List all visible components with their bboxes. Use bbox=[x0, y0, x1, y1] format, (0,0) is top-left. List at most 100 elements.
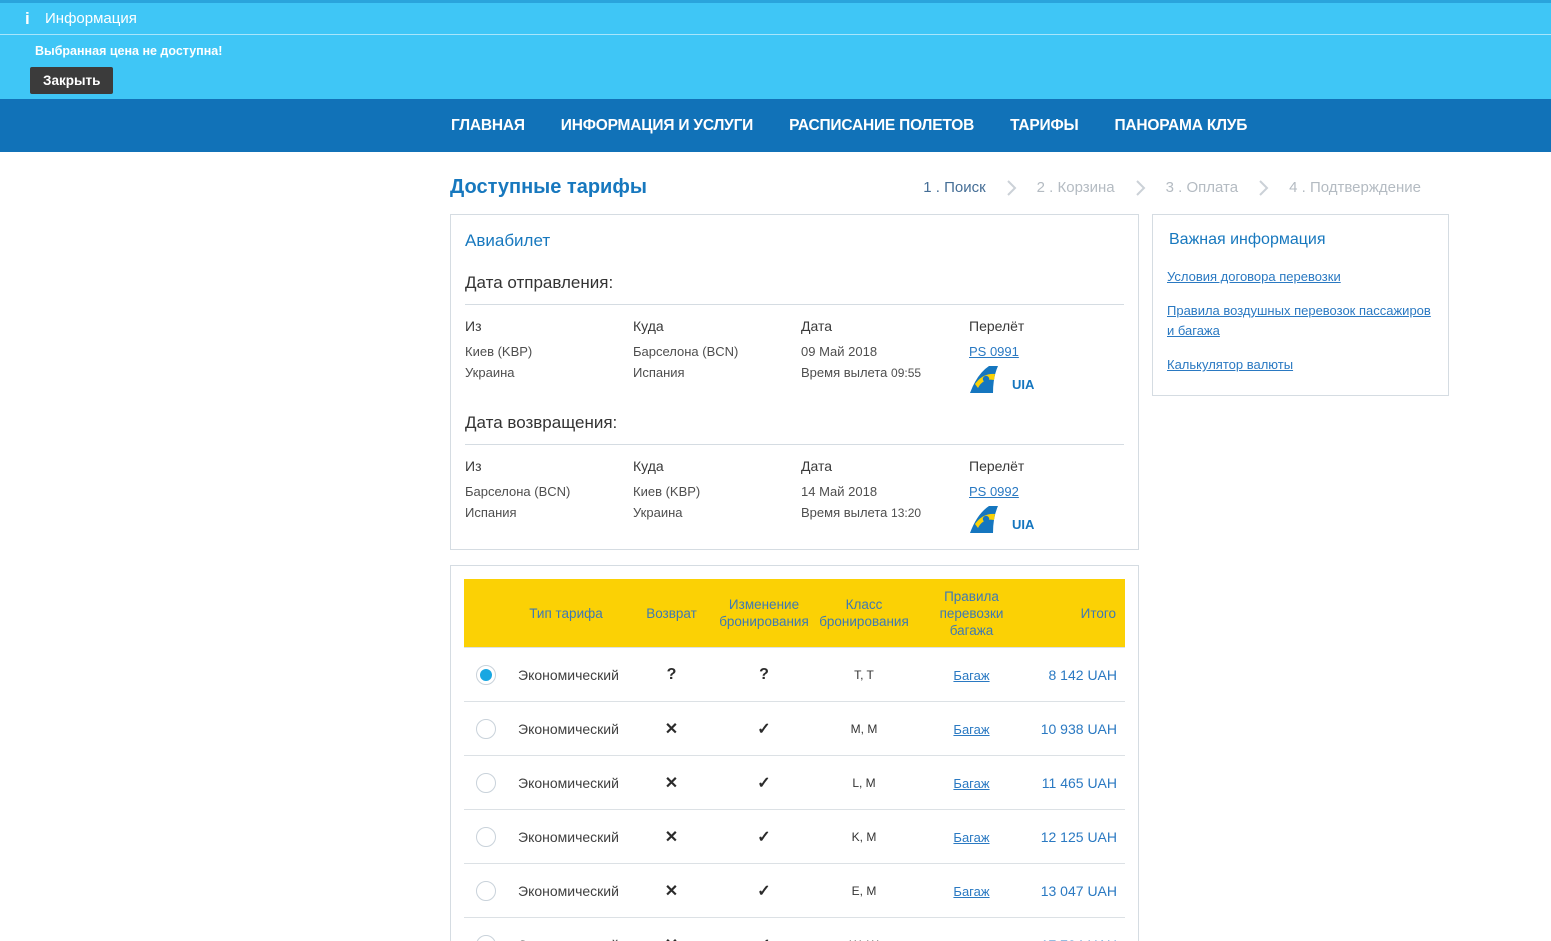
return-date: 14 Май 2018 bbox=[801, 484, 878, 499]
booking-class: K, M bbox=[851, 829, 877, 844]
fare-row[interactable]: Экономический ✕ ✓ W, W Багаж 17 794 UAH bbox=[464, 917, 1125, 941]
fare-row[interactable]: Экономический ✕ ✓ E, M Багаж 13 047 UAH bbox=[464, 863, 1125, 917]
fare-row[interactable]: Экономический ✕ ✓ K, M Багаж 12 125 UAH bbox=[464, 809, 1125, 863]
from-city: Киев (KBP) bbox=[465, 344, 533, 359]
nav-item-schedule[interactable]: РАСПИСАНИЕ ПОЛЕТОВ bbox=[789, 116, 975, 134]
fares-card: Тип тарифа Возврат Изменение бронировани… bbox=[450, 565, 1139, 941]
fare-currency: UAH bbox=[1087, 937, 1117, 941]
booking-class: L, M bbox=[852, 775, 876, 790]
main-nav: ГЛАВНАЯ ИНФОРМАЦИЯ И УСЛУГИ РАСПИСАНИЕ П… bbox=[0, 99, 1551, 152]
from-label: Из bbox=[465, 318, 482, 334]
fare-type: Экономический bbox=[518, 774, 619, 791]
refund-status-icon: ✕ bbox=[624, 935, 719, 941]
departure-date: 09 Май 2018 bbox=[801, 344, 878, 359]
fare-price: 12 125 bbox=[1040, 828, 1084, 845]
important-info-card: Важная информация Условия договора перев… bbox=[1152, 214, 1449, 396]
chevron-right-icon bbox=[1006, 179, 1017, 196]
svg-text:UIA: UIA bbox=[1012, 517, 1035, 532]
page-title: Доступные тарифы bbox=[450, 176, 647, 198]
uia-tailfin-icon bbox=[970, 366, 998, 393]
departure-leg: Из Киев (KBP) Украина Куда Барселона (BC… bbox=[465, 318, 1124, 393]
sidebar-title: Важная информация bbox=[1169, 231, 1326, 248]
baggage-link[interactable]: Багаж bbox=[953, 938, 989, 941]
svg-text:UIA: UIA bbox=[1012, 377, 1035, 392]
to-city: Барселона (BCN) bbox=[633, 344, 739, 359]
fare-radio[interactable] bbox=[476, 826, 496, 847]
fare-type: Экономический bbox=[518, 828, 619, 845]
to-country: Испания bbox=[633, 365, 685, 380]
to-city: Киев (KBP) bbox=[633, 484, 701, 499]
refund-status-icon: ✕ bbox=[664, 720, 679, 738]
step-payment[interactable]: 3 . Оплата bbox=[1165, 179, 1239, 196]
nav-item-home[interactable]: ГЛАВНАЯ bbox=[451, 116, 525, 134]
col-refund: Возврат bbox=[646, 605, 697, 621]
nav-item-fares[interactable]: ТАРИФЫ bbox=[1010, 116, 1079, 134]
date-label: Дата bbox=[801, 458, 833, 474]
baggage-link[interactable]: Багаж bbox=[953, 829, 990, 845]
uia-tailfin-icon bbox=[970, 506, 998, 533]
return-time: 13:20 bbox=[891, 506, 922, 520]
chevron-right-icon bbox=[1259, 179, 1269, 196]
close-button[interactable]: Закрыть bbox=[30, 67, 114, 94]
baggage-link[interactable]: Багаж bbox=[953, 775, 990, 791]
info-icon: i bbox=[25, 8, 30, 28]
departure-time: 09:55 bbox=[891, 366, 922, 380]
return-section-title: Дата возвращения: bbox=[465, 413, 1124, 445]
uia-wordmark: UIA bbox=[1012, 517, 1035, 532]
baggage-link[interactable]: Багаж bbox=[953, 883, 990, 899]
breadcrumb: 1 . Поиск 2 . Корзина 3 . Оплата 4 . Под… bbox=[923, 179, 1421, 197]
nav-item-panorama-club[interactable]: ПАНОРАМА КЛУБ bbox=[1114, 116, 1248, 134]
contract-terms-link[interactable]: Условия договора перевозки bbox=[1167, 269, 1341, 284]
refund-status-icon: ✕ bbox=[664, 774, 679, 792]
fare-currency: UAH bbox=[1087, 882, 1117, 899]
step-confirmation[interactable]: 4 . Подтверждение bbox=[1289, 179, 1421, 196]
to-label: Куда bbox=[633, 318, 664, 334]
flight-number-link[interactable]: PS 0991 bbox=[969, 344, 1019, 359]
date-label: Дата bbox=[801, 318, 833, 334]
fare-radio[interactable] bbox=[476, 880, 496, 901]
baggage-link[interactable]: Багаж bbox=[953, 667, 990, 683]
info-banner: i Информация Выбранная цена не доступна!… bbox=[0, 0, 1551, 99]
to-label: Куда bbox=[633, 458, 664, 474]
from-city: Барселона (BCN) bbox=[465, 484, 571, 499]
flight-label: Перелёт bbox=[969, 458, 1025, 474]
fare-price: 8 142 bbox=[1048, 666, 1084, 683]
refund-status-icon: ✕ bbox=[664, 828, 679, 846]
fare-radio[interactable] bbox=[476, 718, 496, 739]
fare-type: Экономический bbox=[518, 720, 619, 737]
refund-status-icon: ✕ bbox=[664, 882, 679, 900]
fare-currency: UAH bbox=[1087, 720, 1117, 737]
ticket-title: Авиабилет bbox=[465, 231, 551, 250]
flight-number-link[interactable]: PS 0992 bbox=[969, 484, 1019, 499]
from-country: Испания bbox=[465, 505, 517, 520]
fare-type: Экономический bbox=[518, 666, 619, 683]
change-status-icon: ✓ bbox=[757, 828, 771, 846]
fare-radio[interactable] bbox=[476, 664, 496, 685]
from-country: Украина bbox=[465, 365, 515, 380]
booking-class: W, W bbox=[809, 938, 919, 941]
banner-title: Информация bbox=[45, 10, 137, 27]
fare-radio[interactable] bbox=[476, 772, 496, 793]
col-total: Итого bbox=[1080, 605, 1116, 621]
currency-calculator-link[interactable]: Калькулятор валюты bbox=[1167, 357, 1294, 372]
fare-row[interactable]: Экономический ✕ ✓ M, M Багаж 10 938 UAH bbox=[464, 701, 1125, 755]
fare-radio[interactable] bbox=[476, 934, 496, 941]
fare-row[interactable]: Экономический ? ? T, T Багаж 8 142 UAH bbox=[464, 647, 1125, 701]
fare-currency: UAH bbox=[1087, 774, 1117, 791]
fare-currency: UAH bbox=[1087, 666, 1117, 683]
col-change: Изменение бронирования bbox=[719, 597, 809, 629]
fare-type: Экономический bbox=[508, 937, 624, 941]
carriage-rules-link[interactable]: Правила воздушных перевозок пассажиров и… bbox=[1167, 303, 1431, 338]
change-status-icon: ? bbox=[759, 665, 769, 683]
booking-class: T, T bbox=[854, 667, 874, 682]
nav-item-info-services[interactable]: ИНФОРМАЦИЯ И УСЛУГИ bbox=[560, 116, 754, 134]
return-leg: Из Барселона (BCN) Испания Куда Киев (KB… bbox=[465, 458, 1124, 533]
fare-row[interactable]: Экономический ✕ ✓ L, M Багаж 11 465 UAH bbox=[464, 755, 1125, 809]
baggage-link[interactable]: Багаж bbox=[953, 721, 990, 737]
booking-class: E, M bbox=[851, 883, 877, 898]
step-cart[interactable]: 2 . Корзина bbox=[1036, 179, 1115, 196]
step-search[interactable]: 1 . Поиск bbox=[923, 179, 986, 196]
col-baggage-rules: Правила перевозки багажа bbox=[939, 588, 1004, 638]
fare-type: Экономический bbox=[518, 882, 619, 899]
col-booking-class: Класс бронирования bbox=[819, 597, 909, 629]
